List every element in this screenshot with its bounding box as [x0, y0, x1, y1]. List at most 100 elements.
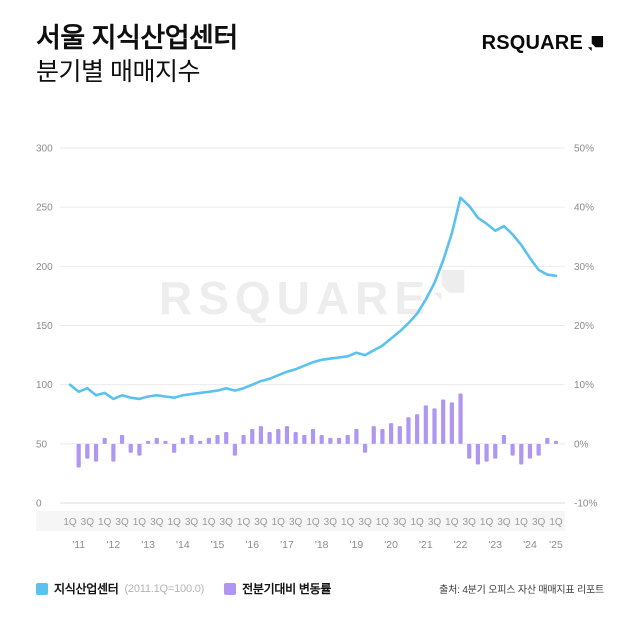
chart-footer: 지식산업센터 (2011.1Q=100.0) 전분기대비 변동률 출처: 4분기… — [36, 580, 604, 597]
bar — [137, 443, 142, 456]
svg-text:1Q: 1Q — [480, 517, 494, 528]
bar — [415, 414, 420, 444]
bar — [319, 434, 324, 444]
bar — [484, 443, 489, 462]
page-title: 서울 지식산업센터 — [36, 23, 238, 53]
svg-text:3Q: 3Q — [463, 517, 477, 528]
bar — [267, 432, 272, 444]
svg-text:3Q: 3Q — [81, 517, 95, 528]
svg-text:'18: '18 — [315, 539, 329, 551]
rsquare-logo: RSQUARE — [482, 32, 604, 55]
bar — [224, 432, 229, 444]
svg-text:100: 100 — [36, 380, 53, 391]
bar — [215, 434, 220, 444]
bar — [154, 437, 159, 444]
svg-text:'12: '12 — [107, 539, 121, 551]
bar — [362, 443, 368, 453]
bar — [180, 437, 185, 444]
rsquare-logo-icon — [587, 35, 604, 52]
x-axis-band — [36, 511, 565, 531]
svg-text:300: 300 — [36, 144, 53, 155]
bar — [302, 434, 307, 444]
svg-text:3Q: 3Q — [115, 517, 129, 528]
bar — [146, 440, 151, 444]
svg-text:1Q: 1Q — [167, 517, 181, 528]
legend-label-change: 전분기대비 변동률 — [242, 582, 332, 596]
legend-swatch-change — [224, 582, 237, 595]
bar — [467, 443, 472, 459]
svg-text:20%: 20% — [574, 321, 594, 332]
svg-text:1Q: 1Q — [306, 517, 320, 528]
bar — [441, 399, 446, 444]
bar — [493, 443, 498, 459]
svg-text:50: 50 — [36, 439, 48, 450]
svg-text:1Q: 1Q — [515, 517, 529, 528]
bar — [389, 423, 394, 444]
gridlines: 0 -10% 50 0% 100 10% 150 20% 200 30% 250 40% 300 50% — [36, 144, 597, 510]
rsquare-logo-text: RSQUARE — [481, 32, 583, 54]
bar — [128, 443, 133, 453]
bar — [276, 429, 281, 444]
svg-text:3Q: 3Q — [220, 517, 234, 528]
line-series — [68, 196, 558, 401]
watermark: RSQUARE — [159, 269, 465, 324]
legend-item-index: 지식산업센터 (2011.1Q=100.0) — [36, 580, 204, 597]
bar — [163, 440, 168, 444]
svg-text:1Q: 1Q — [63, 517, 77, 528]
svg-text:40%: 40% — [574, 203, 594, 214]
bar — [284, 426, 290, 444]
bar — [380, 429, 385, 444]
bar — [553, 440, 559, 444]
bar — [328, 437, 333, 444]
chart-area: 0 -10% 50 0% 100 10% 150 20% 200 30% 250 40% 300 50% R… — [0, 118, 640, 570]
svg-text:3Q: 3Q — [532, 517, 546, 528]
legend-label-index: 지식산업센터 — [54, 582, 119, 596]
svg-text:3Q: 3Q — [254, 517, 268, 528]
svg-text:0%: 0% — [574, 439, 589, 450]
bar — [475, 443, 480, 465]
svg-text:3Q: 3Q — [497, 517, 511, 528]
bar — [406, 417, 411, 444]
svg-text:1Q: 1Q — [272, 517, 286, 528]
bar — [119, 434, 125, 444]
svg-text:'15: '15 — [211, 539, 225, 551]
svg-text:'17: '17 — [280, 539, 294, 551]
svg-text:3Q: 3Q — [393, 517, 407, 528]
bar — [232, 443, 237, 456]
bar — [93, 443, 99, 462]
bar — [102, 437, 107, 444]
bar — [85, 443, 90, 459]
svg-text:50%: 50% — [574, 144, 594, 155]
svg-text:'25: '25 — [549, 539, 563, 551]
svg-text:'14: '14 — [176, 539, 190, 551]
bar — [536, 443, 541, 456]
legend-note-index: (2011.1Q=100.0) — [124, 582, 205, 595]
svg-text:1Q: 1Q — [410, 517, 424, 528]
page-subtitle: 분기별 매매지수 — [36, 58, 200, 87]
svg-text:10%: 10% — [574, 380, 594, 391]
svg-text:'19: '19 — [350, 539, 364, 551]
legend-swatch-index — [36, 582, 48, 595]
svg-text:-10%: -10% — [574, 499, 597, 510]
svg-text:200: 200 — [36, 262, 53, 273]
svg-text:0: 0 — [36, 499, 42, 510]
bar — [310, 429, 316, 444]
bar — [345, 434, 350, 444]
bar — [510, 443, 515, 456]
bar — [432, 408, 437, 444]
bar — [258, 426, 264, 444]
bar — [241, 434, 246, 444]
bar — [206, 437, 211, 444]
bar — [172, 443, 177, 453]
legend-item-change: 전분기대비 변동률 — [224, 580, 331, 597]
bar — [198, 440, 203, 444]
svg-text:'23: '23 — [488, 539, 502, 551]
bars-series — [76, 393, 559, 468]
bar — [76, 443, 81, 468]
svg-text:250: 250 — [36, 203, 53, 214]
bar — [423, 405, 428, 444]
bar — [336, 437, 342, 444]
svg-text:'24: '24 — [523, 539, 537, 551]
bar — [354, 429, 359, 444]
